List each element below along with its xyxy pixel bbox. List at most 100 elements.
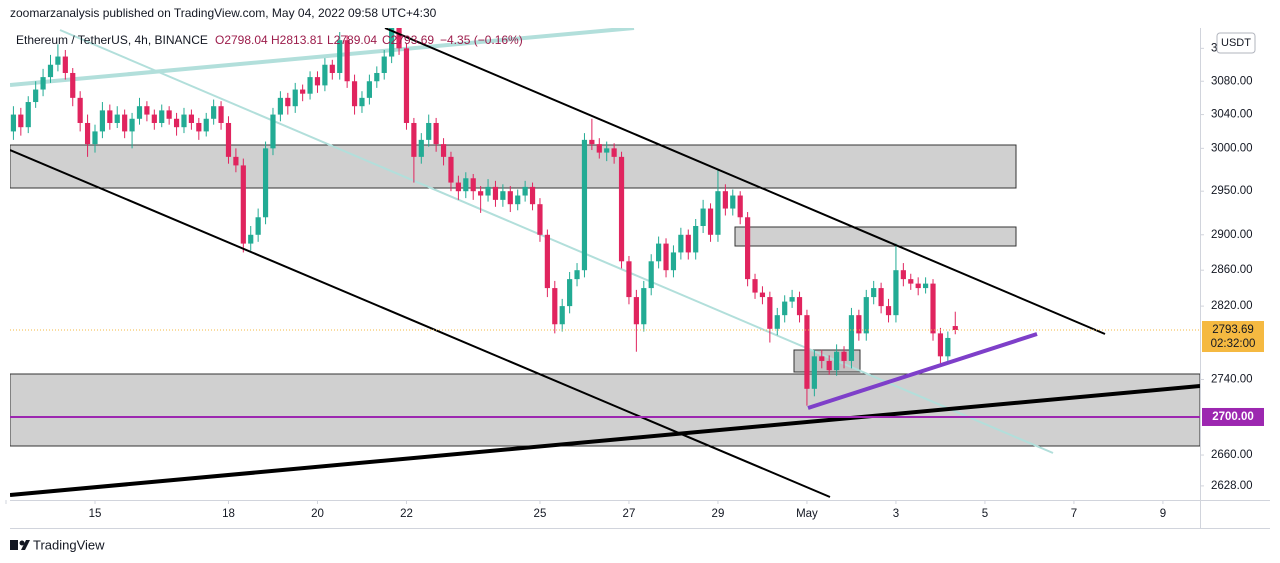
- candle-body: [804, 315, 810, 389]
- candle-body: [448, 156, 454, 183]
- candle-body: [114, 114, 120, 123]
- candle-body: [604, 148, 610, 153]
- candle-body: [292, 89, 298, 107]
- candle-body: [359, 97, 365, 107]
- candle-body: [403, 48, 410, 123]
- candle-body: [492, 186, 499, 200]
- y-tick-label: 3040.00: [1211, 109, 1253, 121]
- candle-body: [344, 40, 350, 82]
- candle-body: [834, 351, 840, 371]
- candle-body: [915, 283, 921, 289]
- candle-body: [47, 64, 54, 78]
- candle-body: [300, 89, 306, 94]
- legend-close: C2793.69: [382, 33, 434, 47]
- x-tick-label: 25: [534, 508, 547, 520]
- candle-body: [752, 279, 758, 293]
- candle-body: [418, 139, 424, 157]
- candle-body: [255, 217, 261, 235]
- price-label-box: [1202, 407, 1264, 426]
- candle-body: [211, 106, 217, 119]
- candle-body: [366, 81, 372, 98]
- candle-body: [77, 97, 83, 123]
- y-tick-label: 3000.00: [1211, 142, 1253, 154]
- candle-body: [552, 288, 558, 325]
- overlays: [10, 28, 1200, 498]
- candle-body: [381, 56, 387, 73]
- zone: [10, 373, 1200, 447]
- axes: 3120.003080.003040.003000.002950.002900.…: [0, 42, 1264, 520]
- x-tick-label: 22: [400, 508, 413, 520]
- candle-body: [663, 243, 669, 271]
- x-tick-label: 5: [982, 508, 988, 520]
- legend-open: O2798.04: [215, 33, 268, 47]
- candle-body: [923, 283, 929, 289]
- candle-body: [937, 333, 944, 357]
- candle-body: [952, 326, 958, 331]
- candle-body: [700, 208, 706, 227]
- candle-body: [270, 114, 276, 149]
- candle-body: [307, 77, 313, 94]
- candle-body: [537, 204, 543, 235]
- candle-body: [129, 118, 135, 132]
- zone: [10, 144, 1017, 189]
- candle-body: [84, 122, 91, 145]
- candle-body: [25, 102, 31, 128]
- candle-body: [908, 279, 914, 284]
- brand-logo: [10, 540, 30, 550]
- candle-body: [670, 252, 677, 271]
- candle-body: [626, 261, 632, 298]
- currency[interactable]: USDT: [1221, 37, 1251, 49]
- candle-body: [440, 144, 447, 157]
- candle-body: [878, 288, 884, 307]
- candle-body: [62, 56, 68, 73]
- trend-line: [10, 28, 635, 87]
- candle-body: [70, 72, 76, 98]
- price-label: 2700.00: [1212, 411, 1254, 423]
- candle-body: [796, 297, 803, 316]
- candle-body: [574, 270, 580, 280]
- candle-body: [767, 297, 773, 329]
- candle-body: [589, 139, 595, 145]
- candle-body: [322, 64, 328, 86]
- candle-body: [930, 283, 936, 334]
- candle-body: [351, 81, 358, 107]
- candle-body: [789, 297, 795, 302]
- currency-box[interactable]: [1216, 32, 1256, 54]
- brand: TradingView: [33, 537, 105, 552]
- x-tick-label: 13: [0, 508, 12, 520]
- y-tick-label: 3080.00: [1211, 75, 1253, 87]
- candle-body: [478, 191, 484, 196]
- trend-line: [10, 384, 1200, 497]
- candle-body: [871, 288, 877, 298]
- candle-body: [426, 122, 432, 140]
- candle-body: [715, 191, 721, 235]
- candle-body: [685, 234, 691, 253]
- candle-body: [841, 351, 847, 361]
- candle-body: [329, 64, 335, 73]
- candle-body: [33, 89, 39, 103]
- candle-body: [218, 106, 224, 123]
- candle-body: [196, 122, 202, 132]
- candle-body: [151, 114, 157, 123]
- candle-body: [811, 356, 817, 389]
- legend-symbol: Ethereum / TetherUS, 4h, BINANCE: [16, 33, 208, 47]
- last-price: 2793.69: [1212, 324, 1254, 336]
- candle-body: [678, 234, 684, 253]
- candle-body: [107, 110, 113, 123]
- candle-body: [826, 360, 832, 371]
- candle-body: [648, 261, 654, 289]
- candle-body: [277, 97, 283, 115]
- candle-body: [92, 131, 98, 145]
- x-tick-label: 29: [712, 508, 725, 520]
- candle-body: [188, 114, 194, 123]
- candle-body: [707, 208, 714, 235]
- y-tick-label: 2740.00: [1211, 374, 1253, 386]
- candle-body: [856, 315, 862, 334]
- candle-body: [515, 195, 521, 205]
- drawings: [10, 28, 1200, 454]
- trend-line: [10, 149, 831, 498]
- candle-body: [507, 191, 513, 205]
- candle-body: [485, 186, 491, 196]
